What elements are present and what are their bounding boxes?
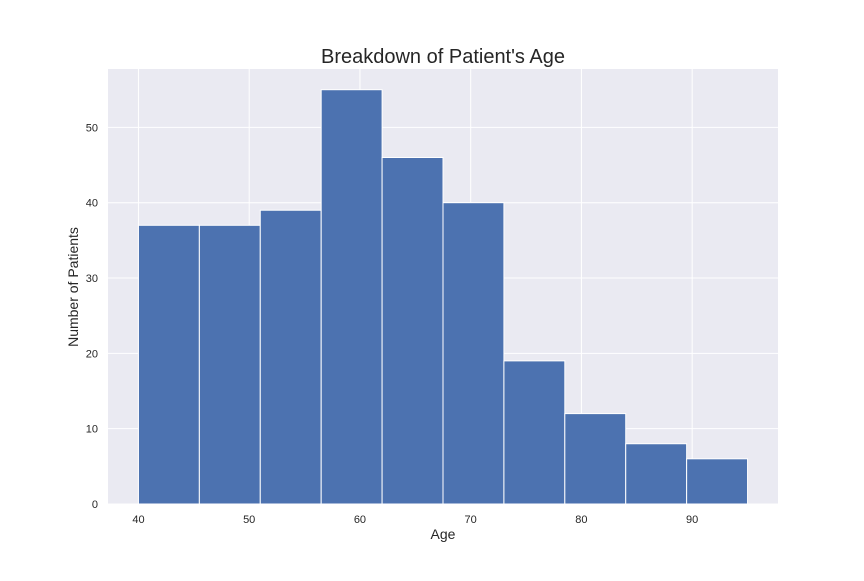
- x-tick-label: 90: [686, 514, 698, 526]
- y-tick-label: 50: [86, 122, 98, 134]
- histogram-bar: [259, 209, 322, 505]
- y-tick-label: 20: [86, 348, 98, 360]
- histogram-bar: [198, 224, 261, 505]
- histogram-bar: [320, 89, 383, 505]
- y-tick-label: 10: [86, 424, 98, 436]
- y-tick-label: 30: [86, 273, 98, 285]
- x-tick-label: 70: [465, 514, 477, 526]
- x-axis-ticks: 40 50 60 70 80 90: [132, 514, 698, 526]
- x-tick-label: 50: [243, 514, 255, 526]
- histogram-bar: [381, 157, 444, 505]
- x-tick-label: 80: [575, 514, 587, 526]
- y-axis-ticks: 0 10 20 30 40 50: [86, 122, 98, 511]
- histogram-bar: [686, 458, 749, 505]
- histogram-bar: [625, 443, 688, 505]
- x-axis-label: Age: [431, 526, 456, 542]
- histogram-bar: [503, 360, 566, 505]
- histogram-bar: [442, 202, 505, 505]
- y-axis-label: Number of Patients: [65, 227, 81, 347]
- chart-title: Breakdown of Patient's Age: [321, 46, 565, 68]
- histogram-bar: [137, 224, 200, 505]
- y-tick-label: 0: [92, 499, 98, 511]
- y-tick-label: 40: [86, 198, 98, 210]
- x-tick-label: 40: [132, 514, 144, 526]
- histogram-bars: [137, 89, 749, 505]
- histogram-bar: [564, 413, 627, 505]
- x-tick-label: 60: [354, 514, 366, 526]
